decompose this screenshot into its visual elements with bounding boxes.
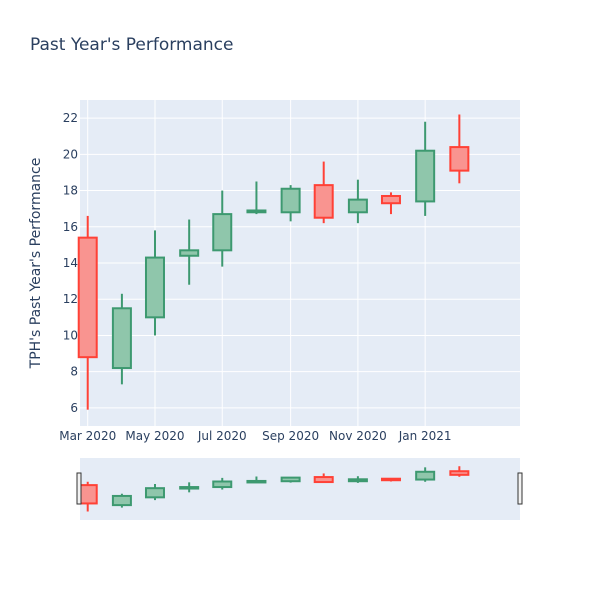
candle-body — [449, 146, 470, 172]
y-tick-labels: 6 8 10 12 14 16 18 20 22 — [63, 111, 78, 415]
candle[interactable] — [280, 185, 301, 222]
y-tick-label: 8 — [70, 365, 78, 379]
x-tick-label: Jul 2020 — [197, 429, 247, 443]
candle[interactable] — [313, 161, 334, 224]
candle[interactable] — [77, 215, 98, 410]
mini-candle — [144, 484, 165, 501]
candle-body — [380, 194, 401, 205]
candle-body — [77, 236, 98, 359]
candle-body — [179, 249, 200, 257]
range-slider-candles — [77, 466, 470, 512]
candle[interactable] — [179, 219, 200, 285]
mini-candle-body — [179, 486, 200, 490]
range-slider-right-handle[interactable] — [517, 472, 523, 505]
candle-body — [280, 187, 301, 214]
y-axis-title: TPH's Past Year's Performance — [28, 158, 44, 370]
range-slider-left-handle[interactable] — [76, 472, 82, 505]
candle[interactable] — [144, 230, 165, 336]
mini-candle-body — [212, 480, 233, 489]
candle[interactable] — [246, 181, 267, 215]
y-tick-label: 6 — [70, 401, 78, 415]
candle[interactable] — [111, 293, 132, 385]
y-tick-label: 16 — [63, 220, 78, 234]
y-tick-label: 18 — [63, 184, 78, 198]
y-tick-label: 10 — [63, 328, 78, 342]
mini-candle — [111, 493, 132, 508]
mini-candle-body — [380, 477, 401, 482]
mini-candle — [380, 477, 401, 482]
mini-candle-body — [449, 470, 470, 476]
candle-body — [347, 198, 368, 214]
candles[interactable] — [77, 114, 470, 410]
x-tick-labels: Mar 2020 May 2020 Jul 2020 Sep 2020 Nov 2020… — [59, 429, 451, 443]
mini-candle — [246, 476, 267, 484]
mini-candle-body — [415, 470, 436, 481]
x-tick-label: Sep 2020 — [262, 429, 319, 443]
mini-candle — [179, 482, 200, 493]
candle[interactable] — [347, 179, 368, 224]
candle[interactable] — [415, 121, 436, 216]
mini-candle — [77, 481, 98, 512]
y-tick-label: 20 — [63, 147, 78, 161]
y-tick-label: 22 — [63, 111, 78, 125]
mini-candle-body — [313, 476, 334, 484]
mini-candle — [347, 476, 368, 483]
candle-body — [246, 209, 267, 214]
mini-candle-body — [111, 494, 132, 507]
x-tick-label: May 2020 — [125, 429, 184, 443]
candle-body — [212, 213, 233, 252]
mini-candle — [449, 466, 470, 477]
candle[interactable] — [380, 192, 401, 215]
mini-candle — [415, 467, 436, 482]
mini-candle — [280, 476, 301, 483]
candle-body — [415, 149, 436, 203]
mini-candle-body — [280, 476, 301, 483]
x-tick-label: Nov 2020 — [329, 429, 387, 443]
chart-title: Past Year's Performance — [30, 35, 234, 55]
mini-candle — [313, 473, 334, 484]
x-tick-label: Jan 2021 — [398, 429, 452, 443]
y-tick-label: 14 — [63, 256, 78, 270]
mini-candle-body — [246, 479, 267, 484]
mini-candle-body — [347, 478, 368, 483]
candle[interactable] — [449, 114, 470, 184]
candle-body — [313, 184, 334, 219]
candle[interactable] — [212, 190, 233, 267]
mini-candle-body — [144, 487, 165, 499]
candle-body — [111, 307, 132, 370]
candle-body — [144, 256, 165, 319]
y-tick-label: 12 — [63, 292, 78, 306]
mini-candle — [212, 477, 233, 490]
x-tick-label: Mar 2020 — [59, 429, 116, 443]
